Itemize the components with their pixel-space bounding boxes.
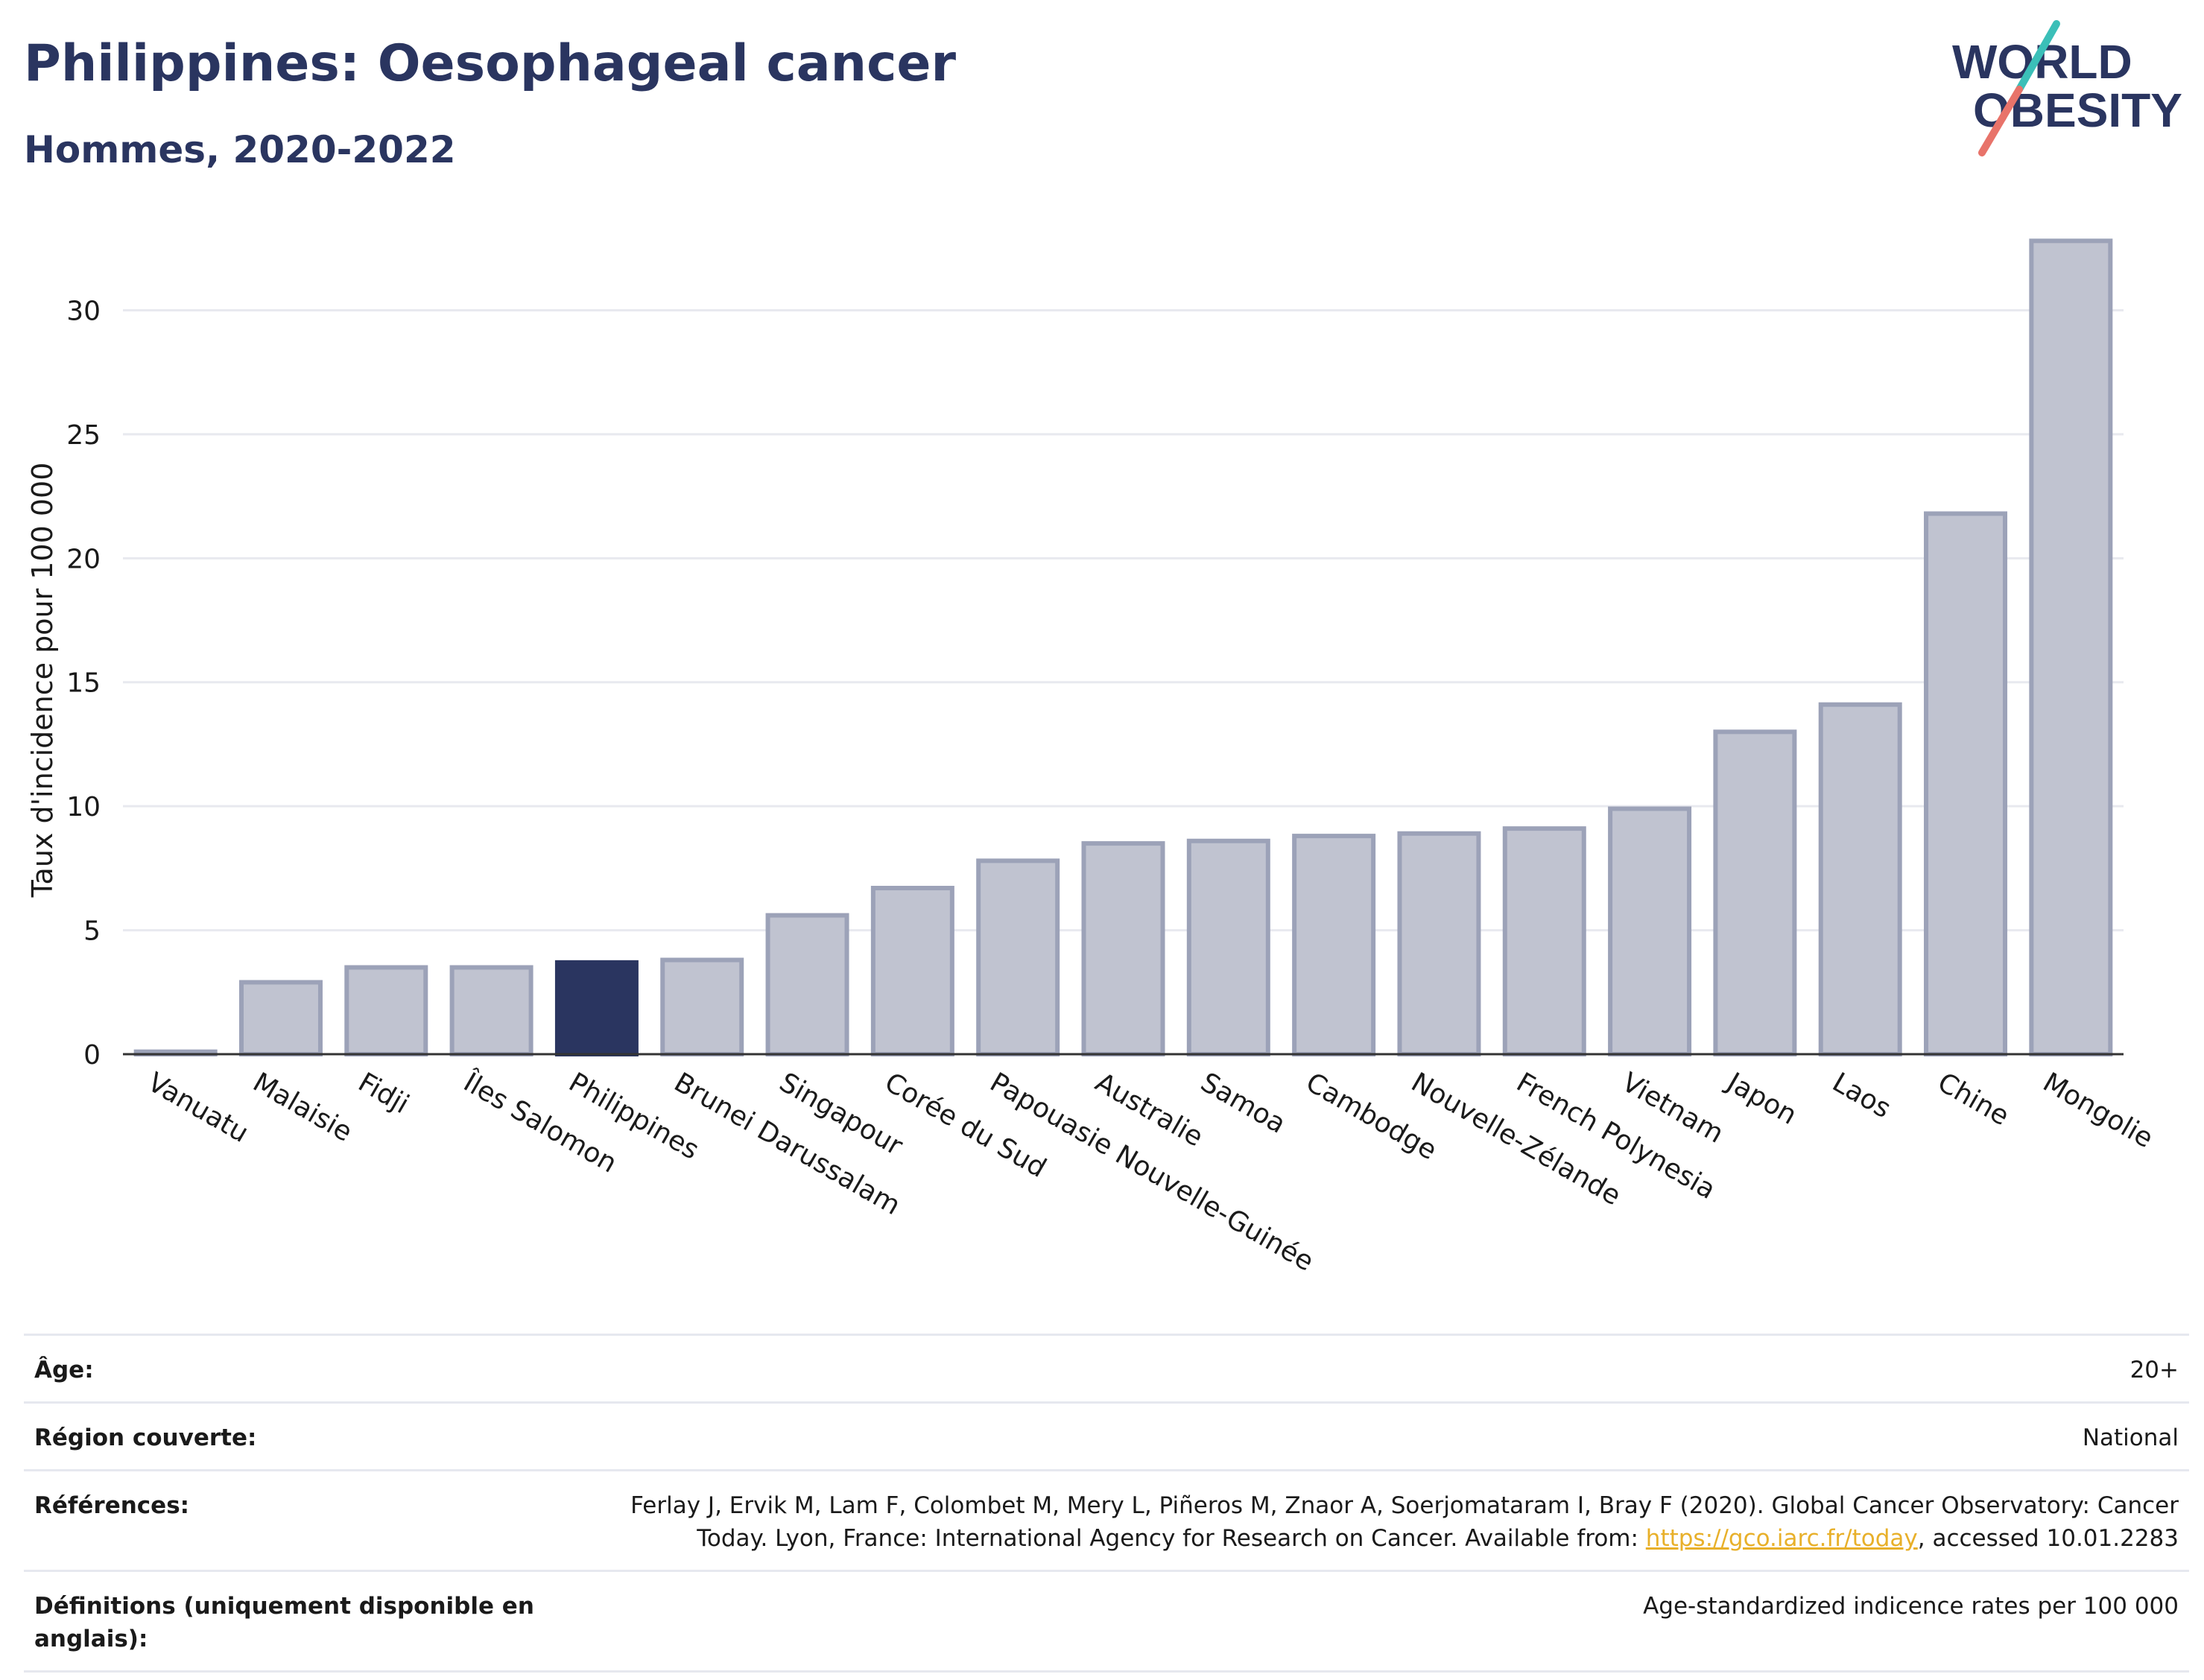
meta-label-age: Âge: <box>34 1357 94 1383</box>
bar-chine <box>1924 511 2008 1056</box>
x-tick-label: Malaisie <box>247 1067 357 1148</box>
bar-coree-du-sud <box>870 886 954 1056</box>
reference-accessed: , accessed 10.01.2283 <box>1917 1525 2179 1552</box>
meta-label-region: Région couverte: <box>34 1424 257 1451</box>
bar-laos <box>1818 702 1902 1056</box>
reference-link[interactable]: https://gco.iarc.fr/today <box>1645 1525 1918 1552</box>
x-tick-label: Fidji <box>353 1067 414 1120</box>
meta-value-region: National <box>2082 1424 2179 1451</box>
y-tick-label: 25 <box>66 420 101 451</box>
bar-french-polynesia <box>1502 826 1586 1056</box>
y-axis-label: Taux d'incidence pour 100 000 <box>26 463 59 898</box>
bar-japon <box>1713 729 1797 1056</box>
meta-value-age: 20+ <box>2129 1357 2179 1383</box>
bar-mongolie <box>2029 238 2113 1057</box>
world-obesity-logo: WORLD OBESITY <box>1952 20 2182 156</box>
x-tick-label: Vanuatu <box>142 1067 253 1149</box>
meta-row-age: Âge: 20+ <box>24 1334 2189 1401</box>
bar-brunei-darussalam <box>660 957 744 1056</box>
bar-fidji <box>344 965 428 1056</box>
bar-nouvelle-zelande <box>1397 831 1481 1056</box>
y-tick-label: 30 <box>66 296 101 326</box>
chart-subtitle: Hommes, 2020-2022 <box>24 128 456 171</box>
meta-label-references: Références: <box>34 1492 190 1519</box>
x-tick-label: Mongolie <box>2038 1067 2159 1154</box>
metadata-table: Âge: 20+ Région couverte: National Référ… <box>24 1334 2189 1673</box>
y-tick-label: 5 <box>83 916 101 947</box>
reference-text: Ferlay J, Ervik M, Lam F, Colombet M, Me… <box>630 1492 2179 1552</box>
bar-iles-salomon <box>449 965 533 1056</box>
logo-slash-teal <box>2015 20 2060 93</box>
meta-label-definitions: Définitions (uniquement disponible en an… <box>34 1593 534 1652</box>
meta-row-definitions: Définitions (uniquement disponible en an… <box>24 1570 2189 1673</box>
bar-cambodge <box>1292 834 1376 1056</box>
bar-samoa <box>1186 838 1270 1056</box>
x-tick-label: Japon <box>1720 1066 1802 1131</box>
bar-australie <box>1081 841 1165 1056</box>
x-tick-label: Chine <box>1933 1067 2015 1132</box>
bar-vietnam <box>1608 806 1692 1057</box>
chart-title: Philippines: Oesophageal cancer <box>24 34 957 93</box>
x-tick-label: Samoa <box>1195 1067 1291 1140</box>
y-tick-label: 10 <box>66 792 101 822</box>
bar-papouasie-nouvelle-guinee <box>976 858 1060 1056</box>
y-tick-label: 0 <box>83 1040 101 1071</box>
meta-row-region: Région couverte: National <box>24 1401 2189 1469</box>
meta-value-definitions: Age-standardized indicence rates per 100… <box>1643 1593 2179 1620</box>
bars <box>133 238 2113 1057</box>
logo-slash-coral <box>1978 86 2023 156</box>
y-tick-label: 15 <box>66 668 101 699</box>
meta-row-references: Références: Ferlay J, Ervik M, Lam F, Co… <box>24 1469 2189 1570</box>
meta-value-references: Ferlay J, Ervik M, Lam F, Colombet M, Me… <box>577 1489 2179 1555</box>
bar-singapour <box>765 913 849 1056</box>
bar-malaisie <box>238 980 323 1057</box>
x-tick-label: Laos <box>1827 1067 1896 1124</box>
bar-philippines <box>554 960 639 1056</box>
y-tick-label: 20 <box>66 544 101 574</box>
y-tick-labels: 0 5 10 15 20 25 30 <box>66 296 101 1071</box>
